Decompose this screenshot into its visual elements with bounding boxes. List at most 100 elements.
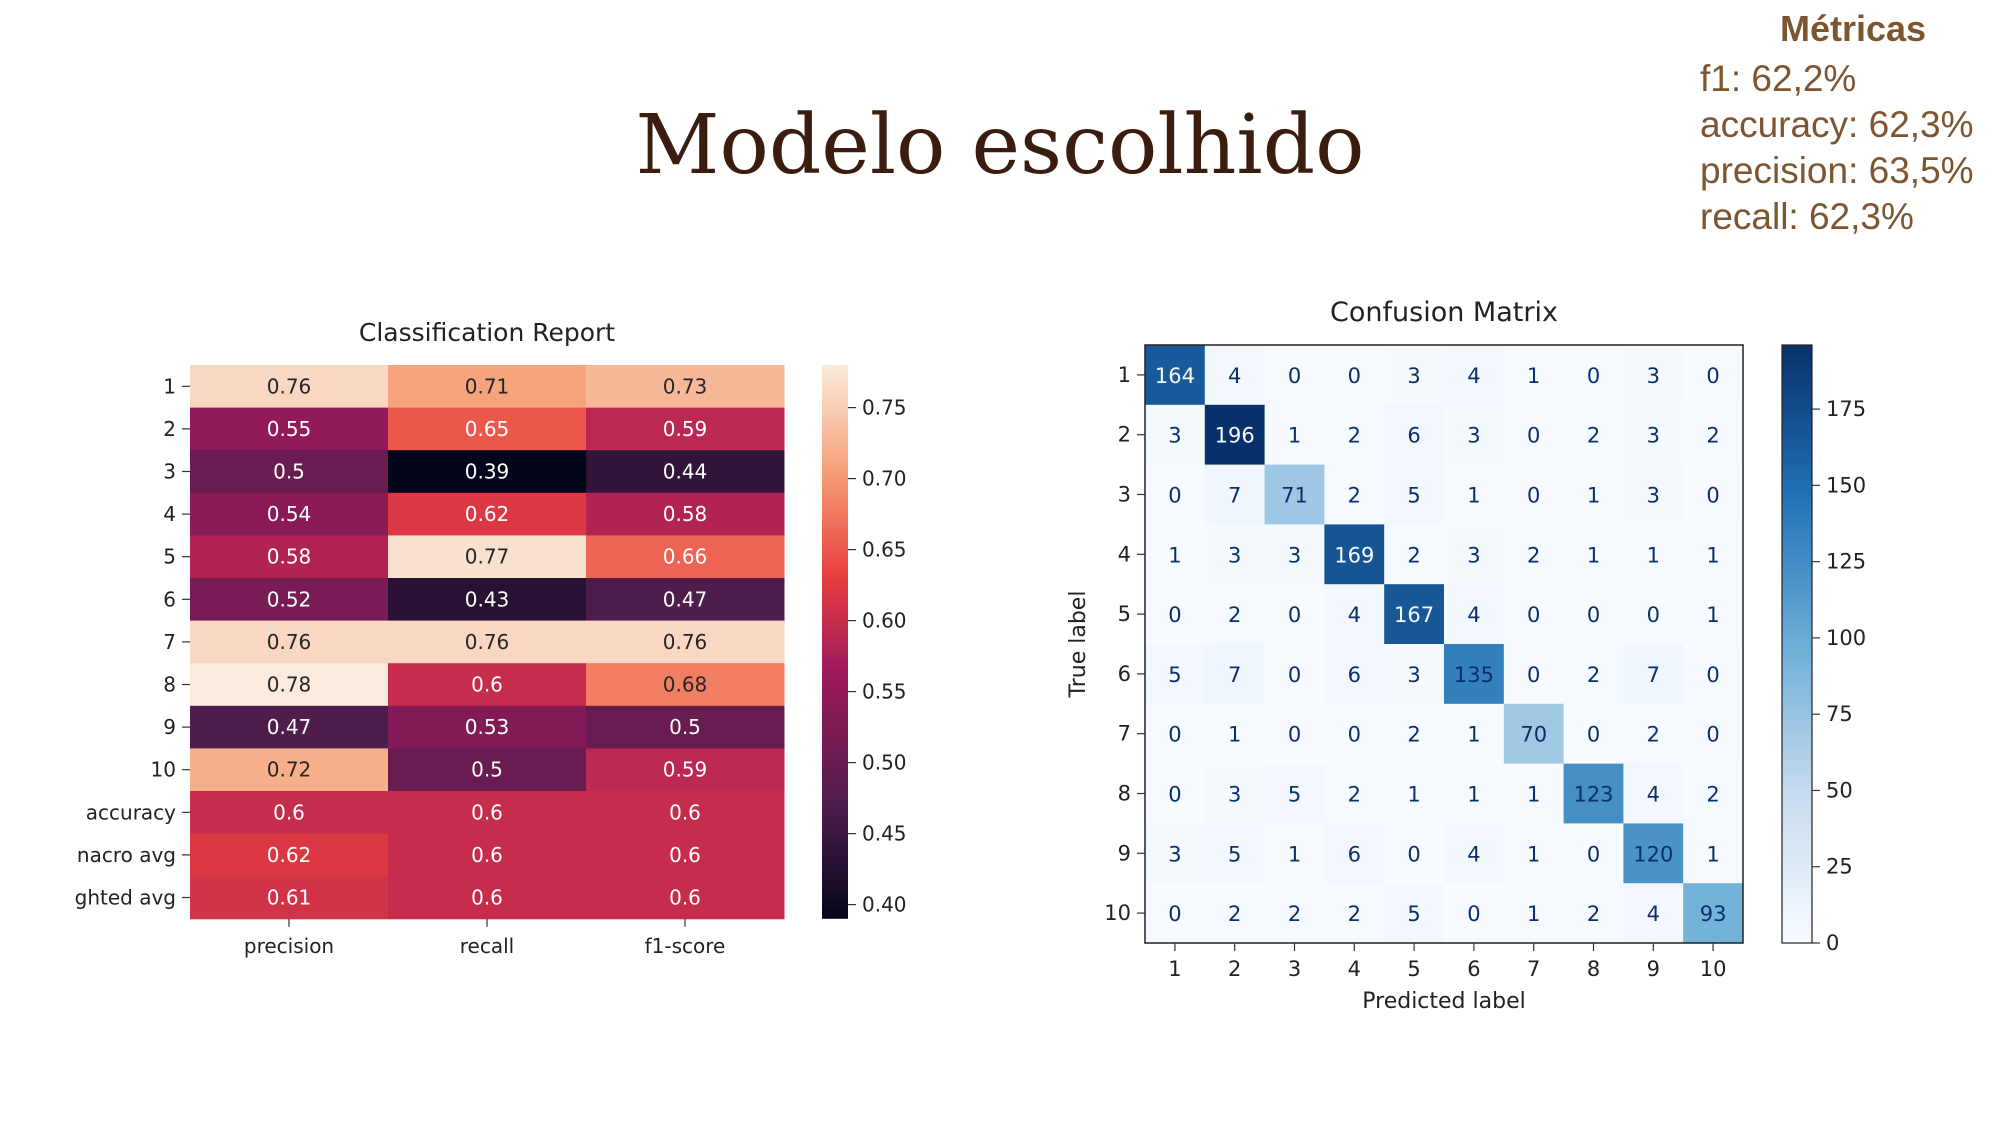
report-cell-label: 0.6 xyxy=(669,843,701,867)
cm-cell xyxy=(1145,883,1206,944)
cm-cell-label: 3 xyxy=(1288,543,1301,567)
cm-cell-label: 0 xyxy=(1587,842,1600,866)
cm-colorbar-label: 25 xyxy=(1826,855,1853,879)
metric-value: 63,5% xyxy=(1868,150,1974,191)
cm-cell-label: 169 xyxy=(1334,543,1374,567)
report-row-label: 4 xyxy=(163,502,176,526)
cm-cell xyxy=(1563,464,1624,525)
cm-cell-label: 3 xyxy=(1647,484,1660,508)
cm-cell xyxy=(1264,345,1325,406)
cm-colorbar-label: 50 xyxy=(1826,778,1853,802)
cm-cell-label: 1 xyxy=(1228,723,1241,747)
cm-y-tick-label: 8 xyxy=(1118,782,1131,806)
report-cell-label: 0.52 xyxy=(267,587,312,611)
cm-y-tick-label: 6 xyxy=(1118,662,1131,686)
report-cell-label: 0.71 xyxy=(465,374,510,398)
cm-cell xyxy=(1563,345,1624,406)
cm-cell-label: 0 xyxy=(1467,902,1480,926)
cm-cell-label: 0 xyxy=(1168,723,1181,747)
cm-cell xyxy=(1384,823,1445,884)
cm-cell-label: 196 xyxy=(1215,424,1255,448)
cm-cell-label: 6 xyxy=(1407,424,1420,448)
cm-cell xyxy=(1503,524,1565,585)
report-row-label: 5 xyxy=(163,545,176,569)
cm-cell xyxy=(1145,404,1206,466)
metric-precision: precision: 63,5% xyxy=(1700,148,1974,194)
report-cell xyxy=(190,365,389,409)
report-cell-label: 0.73 xyxy=(663,374,708,398)
report-column-label: precision xyxy=(244,934,334,958)
cm-cell-label: 1 xyxy=(1527,842,1540,866)
cm-cell-label: 1 xyxy=(1587,543,1600,567)
cm-cell xyxy=(1503,883,1565,944)
cm-cell xyxy=(1444,823,1505,884)
cm-cell-label: 5 xyxy=(1168,663,1181,687)
metric-label: recall: xyxy=(1700,196,1799,237)
report-cell xyxy=(586,407,785,451)
report-cell xyxy=(190,407,389,451)
cm-cell xyxy=(1503,644,1565,705)
cm-x-tick-label: 3 xyxy=(1288,957,1301,981)
cm-cell xyxy=(1444,464,1505,525)
cm-y-tick-label: 5 xyxy=(1118,602,1131,626)
cm-cell-label: 0 xyxy=(1587,723,1600,747)
report-cell-label: 0.5 xyxy=(471,758,503,782)
cm-cell xyxy=(1623,883,1684,944)
cm-colorbar-label: 0 xyxy=(1826,931,1839,955)
metric-value: 62,2% xyxy=(1751,58,1857,99)
cm-cell xyxy=(1683,584,1744,645)
cm-cell xyxy=(1623,524,1684,585)
cm-cell xyxy=(1444,404,1505,466)
cm-cell xyxy=(1563,644,1624,705)
cm-cell-label: 1 xyxy=(1527,902,1540,926)
cm-cell-label: 1 xyxy=(1288,424,1301,448)
report-column-label: f1-score xyxy=(645,934,726,958)
cm-cell-label: 3 xyxy=(1407,663,1420,687)
cm-cell-label: 1 xyxy=(1467,723,1480,747)
cm-y-tick-label: 9 xyxy=(1118,841,1131,865)
cm-cell xyxy=(1264,524,1325,585)
cm-cell-label: 7 xyxy=(1228,663,1241,687)
cm-cell-label: 2 xyxy=(1706,783,1719,807)
cm-cell xyxy=(1204,644,1266,705)
report-cell-label: 0.76 xyxy=(267,630,312,654)
metric-accuracy: accuracy: 62,3% xyxy=(1700,102,1974,148)
cm-cell xyxy=(1324,404,1385,466)
cm-colorbar-label: 75 xyxy=(1826,702,1853,726)
cm-cell-label: 2 xyxy=(1706,424,1719,448)
cm-cell-label: 0 xyxy=(1706,364,1719,388)
cm-cell xyxy=(1444,763,1505,824)
cm-cell xyxy=(1204,763,1266,824)
cm-cell-label: 0 xyxy=(1706,663,1719,687)
report-cell-label: 0.77 xyxy=(465,545,510,569)
report-cell xyxy=(388,791,587,835)
cm-cell-label: 0 xyxy=(1168,783,1181,807)
cm-cell-label: 4 xyxy=(1467,364,1480,388)
cm-cell-label: 1 xyxy=(1647,543,1660,567)
cm-colorbar-label: 100 xyxy=(1826,626,1866,650)
metric-label: f1: xyxy=(1700,58,1742,99)
cm-cell-label: 123 xyxy=(1573,783,1613,807)
report-cell xyxy=(586,748,785,792)
cm-cell xyxy=(1264,464,1325,525)
cm-cell-label: 1 xyxy=(1587,484,1600,508)
cm-cell-label: 1 xyxy=(1467,783,1480,807)
cm-cell-label: 4 xyxy=(1467,842,1480,866)
cm-cell xyxy=(1623,703,1684,765)
report-row-label: 7 xyxy=(163,630,176,654)
cm-cell-label: 2 xyxy=(1527,543,1540,567)
cm-cell xyxy=(1563,883,1624,944)
cm-cell-label: 1 xyxy=(1706,842,1719,866)
report-cell xyxy=(388,407,587,451)
report-colorbar-label: 0.75 xyxy=(862,396,907,420)
cm-cell-label: 0 xyxy=(1168,484,1181,508)
cm-colorbar-label: 175 xyxy=(1826,397,1866,421)
report-title: Classification Report xyxy=(359,318,615,347)
cm-cell xyxy=(1264,823,1325,884)
metric-f1: f1: 62,2% xyxy=(1700,56,1974,102)
report-cell xyxy=(388,365,587,409)
cm-cell-label: 3 xyxy=(1647,424,1660,448)
cm-cell-label: 1 xyxy=(1527,364,1540,388)
cm-cell xyxy=(1145,823,1206,884)
cm-cell-label: 0 xyxy=(1587,364,1600,388)
